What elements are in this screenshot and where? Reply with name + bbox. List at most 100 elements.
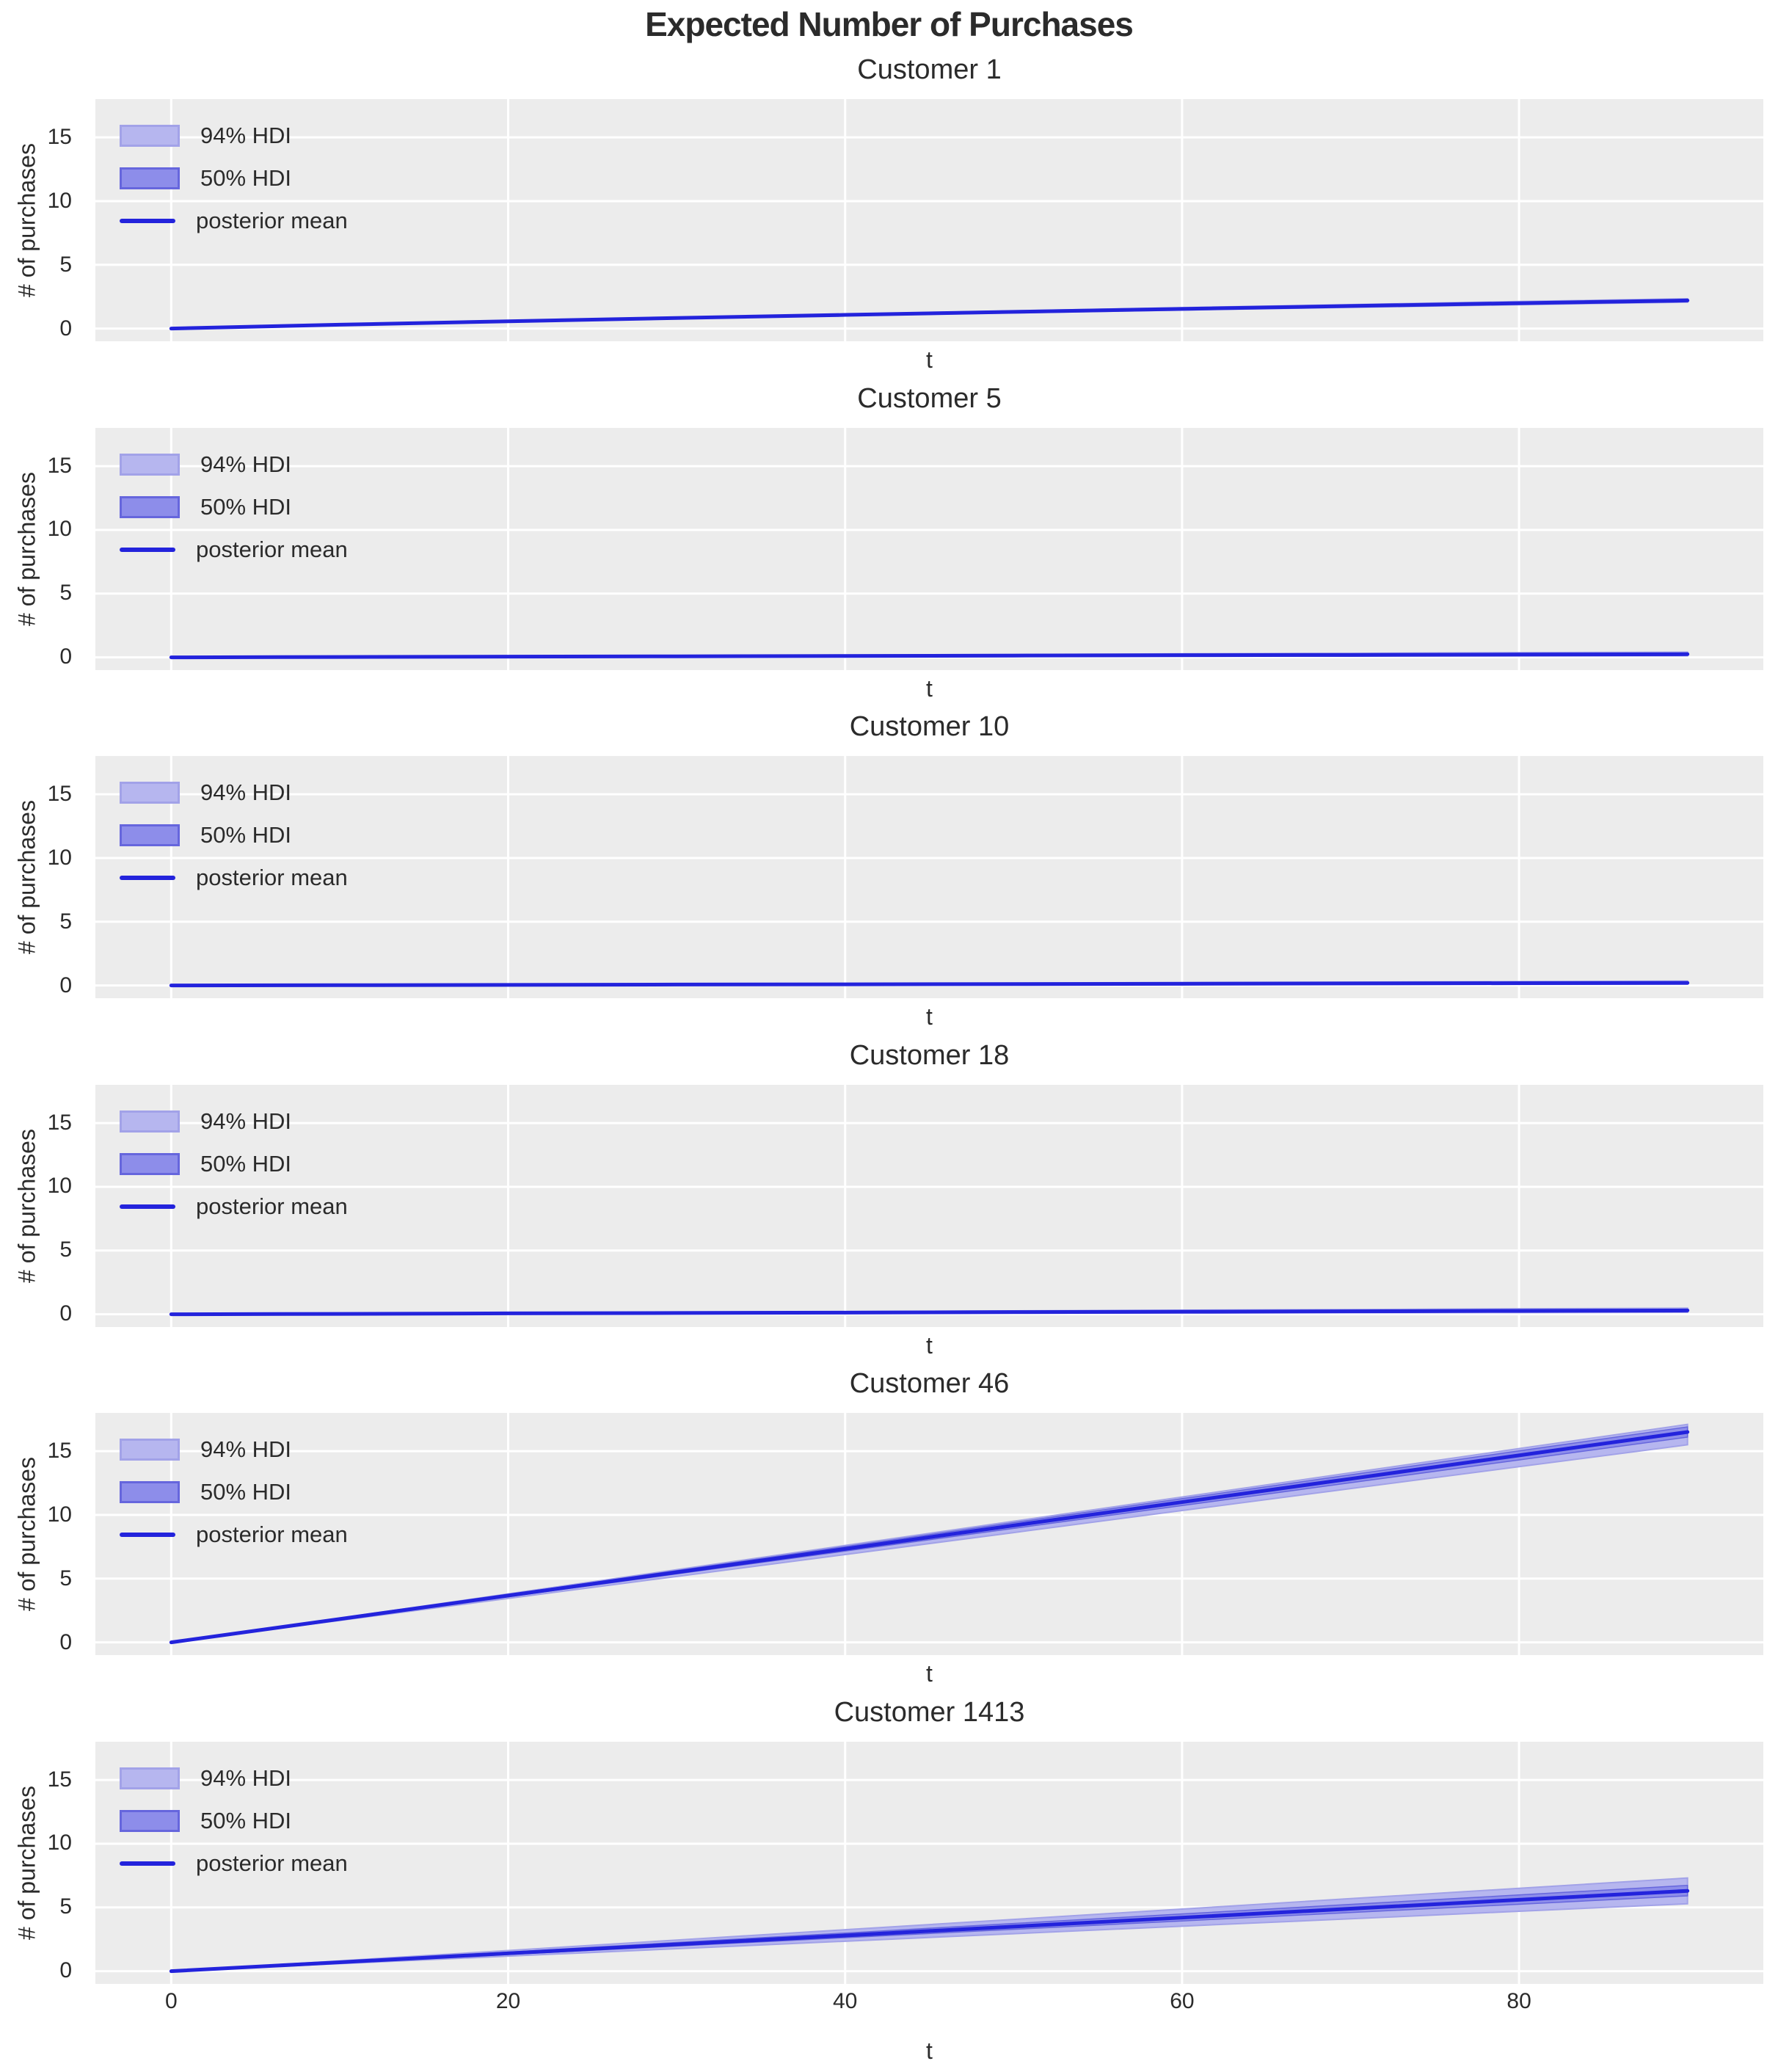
hdi94-swatch-icon bbox=[120, 1767, 180, 1789]
y-tick-labels: 0 5 10 15 bbox=[0, 1742, 82, 1984]
posterior-mean-line bbox=[169, 1308, 1690, 1316]
legend-item-posterior-mean: posterior mean bbox=[120, 1513, 348, 1556]
y-tick-label: 5 bbox=[59, 1566, 72, 1591]
y-tick-label: 10 bbox=[47, 1831, 72, 1855]
y-tick-labels: 0 5 10 15 bbox=[0, 1413, 82, 1655]
legend-item-posterior-mean: posterior mean bbox=[120, 528, 348, 571]
y-tick-label: 10 bbox=[47, 1174, 72, 1199]
legend-label-94-hdi: 94% HDI bbox=[200, 1764, 292, 1791]
y-tick-label: 5 bbox=[59, 1894, 72, 1919]
legend-item-50-hdi: 50% HDI bbox=[120, 1143, 348, 1185]
mean-line-swatch-icon bbox=[120, 547, 175, 552]
legend-label-50-hdi: 50% HDI bbox=[200, 1807, 292, 1833]
legend-label-94-hdi: 94% HDI bbox=[200, 451, 292, 477]
legend-label-94-hdi: 94% HDI bbox=[200, 1436, 292, 1462]
plot-area bbox=[95, 427, 1763, 670]
posterior-mean-line bbox=[169, 652, 1690, 659]
x-axis-label: t bbox=[926, 1003, 933, 1030]
hdi50-swatch-icon bbox=[120, 1152, 180, 1175]
y-tick-label: 5 bbox=[59, 909, 72, 934]
legend: 94% HDI 50% HDI posterior mean bbox=[120, 771, 348, 899]
y-tick-label: 10 bbox=[47, 845, 72, 870]
legend-item-50-hdi: 50% HDI bbox=[120, 814, 348, 857]
subplot-title: Customer 1413 bbox=[834, 1696, 1025, 1728]
y-tick-label: 5 bbox=[59, 581, 72, 606]
legend-label-posterior-mean: posterior mean bbox=[196, 1522, 348, 1547]
hdi50-swatch-icon bbox=[120, 824, 180, 846]
hdi94-swatch-icon bbox=[120, 125, 180, 147]
subplot-title: Customer 1 bbox=[857, 54, 1002, 85]
legend-label-50-hdi: 50% HDI bbox=[200, 165, 292, 191]
hdi50-swatch-icon bbox=[120, 1809, 180, 1832]
subplot-customer-18: Customer 18 # of purchases 0 5 10 15 94% HD… bbox=[0, 1030, 1778, 1359]
y-tick-label: 10 bbox=[47, 517, 72, 542]
x-axis-label: t bbox=[926, 1331, 933, 1359]
posterior-mean-line bbox=[169, 981, 1690, 988]
legend-label-50-hdi: 50% HDI bbox=[200, 1479, 292, 1505]
plot-area bbox=[95, 1084, 1763, 1327]
x-tick-label: 20 bbox=[495, 1988, 521, 2013]
hdi50-swatch-icon bbox=[120, 1481, 180, 1503]
legend-label-94-hdi: 94% HDI bbox=[200, 1108, 292, 1134]
plot-background bbox=[95, 1084, 1763, 1327]
y-tick-label: 10 bbox=[47, 188, 72, 213]
legend-label-posterior-mean: posterior mean bbox=[196, 865, 348, 890]
plot-area bbox=[95, 1741, 1763, 1984]
legend-label-50-hdi: 50% HDI bbox=[200, 493, 292, 520]
hdi94-swatch-icon bbox=[120, 1110, 180, 1133]
mean-line-swatch-icon bbox=[120, 1533, 175, 1537]
subplot-customer-10: Customer 10 # of purchases 0 5 10 15 94% HD… bbox=[0, 701, 1778, 1030]
subplot-customer-1413: Customer 1413 # of purchases 0 5 10 15 94% … bbox=[0, 1687, 1778, 2064]
mean-line-swatch-icon bbox=[120, 1861, 175, 1866]
y-tick-label: 0 bbox=[59, 1629, 72, 1654]
hdi50-swatch-icon bbox=[120, 167, 180, 189]
subplot-customer-1: Customer 1 # of purchases 0 5 10 15 94% HDI… bbox=[0, 44, 1778, 373]
legend-label-posterior-mean: posterior mean bbox=[196, 208, 348, 233]
plot-background bbox=[95, 99, 1763, 341]
legend: 94% HDI 50% HDI posterior mean bbox=[120, 1100, 348, 1228]
legend-label-posterior-mean: posterior mean bbox=[196, 536, 348, 562]
y-tick-label: 15 bbox=[47, 1767, 72, 1792]
mean-line-swatch-icon bbox=[120, 1204, 175, 1209]
legend-item-50-hdi: 50% HDI bbox=[120, 486, 348, 528]
legend-item-posterior-mean: posterior mean bbox=[120, 857, 348, 899]
plot-area bbox=[95, 756, 1763, 998]
subplot-title: Customer 10 bbox=[849, 711, 1010, 742]
plot-background bbox=[95, 427, 1763, 670]
x-axis-label: t bbox=[926, 346, 933, 373]
y-tick-label: 10 bbox=[47, 1502, 72, 1527]
legend-label-94-hdi: 94% HDI bbox=[200, 779, 292, 805]
legend: 94% HDI 50% HDI posterior mean bbox=[120, 1428, 348, 1556]
legend: 94% HDI 50% HDI posterior mean bbox=[120, 443, 348, 571]
posterior-mean-line bbox=[169, 298, 1690, 331]
legend-label-50-hdi: 50% HDI bbox=[200, 1150, 292, 1177]
mean-line-swatch-icon bbox=[120, 876, 175, 880]
x-axis-label: t bbox=[926, 675, 933, 702]
subplot-title: Customer 18 bbox=[849, 1039, 1010, 1071]
y-tick-label: 0 bbox=[59, 1958, 72, 1983]
y-tick-labels: 0 5 10 15 bbox=[0, 1085, 82, 1327]
y-tick-labels: 0 5 10 15 bbox=[0, 428, 82, 670]
y-tick-label: 5 bbox=[59, 1237, 72, 1262]
y-tick-label: 15 bbox=[47, 125, 72, 150]
plot-background bbox=[95, 1741, 1763, 1984]
legend-item-94-hdi: 94% HDI bbox=[120, 114, 348, 157]
legend-item-94-hdi: 94% HDI bbox=[120, 1100, 348, 1143]
legend-item-posterior-mean: posterior mean bbox=[120, 1185, 348, 1228]
y-tick-labels: 0 5 10 15 bbox=[0, 99, 82, 341]
legend-item-posterior-mean: posterior mean bbox=[120, 1842, 348, 1885]
subplot-title: Customer 46 bbox=[849, 1368, 1010, 1399]
y-tick-label: 0 bbox=[59, 644, 72, 669]
legend-item-50-hdi: 50% HDI bbox=[120, 1471, 348, 1513]
x-tick-label: 60 bbox=[1170, 1988, 1195, 2013]
figure-title: Expected Number of Purchases bbox=[645, 5, 1134, 43]
legend-item-posterior-mean: posterior mean bbox=[120, 200, 348, 242]
legend: 94% HDI 50% HDI posterior mean bbox=[120, 1757, 348, 1885]
legend-item-94-hdi: 94% HDI bbox=[120, 1428, 348, 1471]
legend: 94% HDI 50% HDI posterior mean bbox=[120, 114, 348, 242]
y-tick-label: 0 bbox=[59, 973, 72, 997]
x-tick-label: 80 bbox=[1506, 1988, 1531, 2013]
plot-area bbox=[95, 99, 1763, 341]
legend-label-posterior-mean: posterior mean bbox=[196, 1193, 348, 1219]
legend-item-50-hdi: 50% HDI bbox=[120, 157, 348, 200]
